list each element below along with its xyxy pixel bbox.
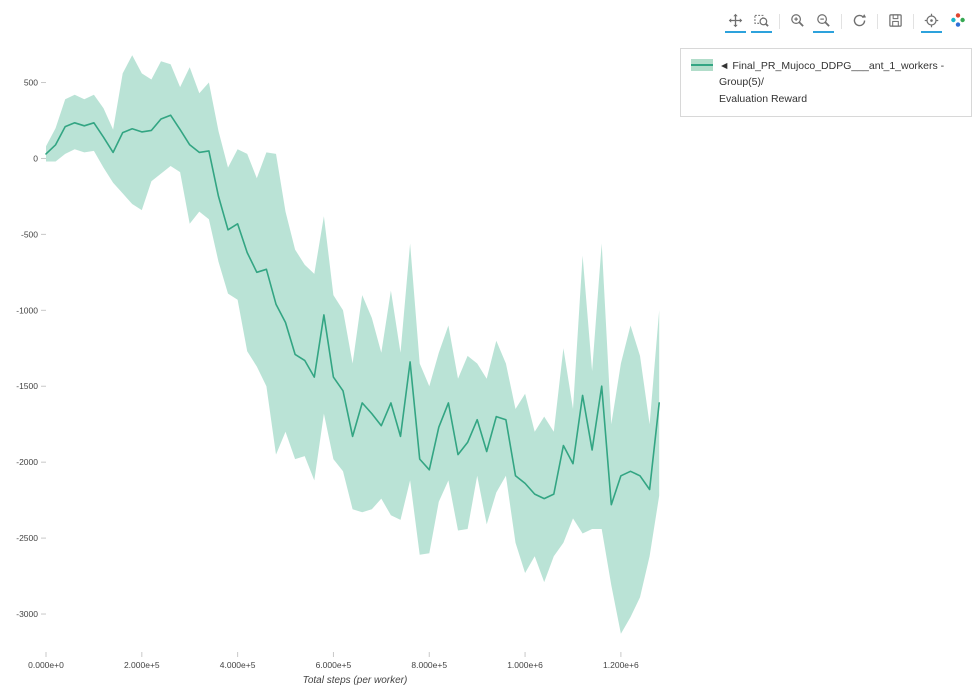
toolbar-separator: [877, 14, 878, 29]
toolbar-separator: [779, 14, 780, 29]
zoom-in-icon[interactable]: [787, 11, 808, 33]
plotly-logo-icon[interactable]: [947, 10, 969, 33]
toolbar-separator: [841, 14, 842, 29]
svg-text:1.000e+6: 1.000e+6: [507, 660, 543, 670]
legend-swatch-band-icon: [691, 59, 713, 71]
svg-text:-500: -500: [21, 229, 38, 239]
svg-text:-2500: -2500: [16, 533, 38, 543]
legend-item[interactable]: ◄ Final_PR_Mujoco_DDPG___ant_1_workers -…: [691, 58, 961, 107]
svg-text:8.000e+5: 8.000e+5: [411, 660, 447, 670]
svg-text:-1500: -1500: [16, 381, 38, 391]
legend: ◄ Final_PR_Mujoco_DDPG___ant_1_workers -…: [680, 48, 972, 117]
svg-text:-3000: -3000: [16, 609, 38, 619]
zoom-out-icon[interactable]: [813, 11, 834, 33]
svg-text:1.200e+6: 1.200e+6: [603, 660, 639, 670]
save-image-icon[interactable]: [885, 11, 906, 33]
svg-text:4.000e+5: 4.000e+5: [220, 660, 256, 670]
box-zoom-icon[interactable]: [751, 11, 772, 33]
svg-text:-1000: -1000: [16, 305, 38, 315]
svg-text:500: 500: [24, 78, 38, 88]
legend-toggle-icon: ◄: [719, 60, 730, 72]
legend-label-line2: Evaluation Reward: [719, 92, 808, 105]
svg-text:0.000e+0: 0.000e+0: [28, 660, 64, 670]
toolbar-separator: [913, 14, 914, 29]
legend-label-line1: Final_PR_Mujoco_DDPG___ant_1_workers - G…: [719, 60, 945, 89]
hover-closest-icon[interactable]: [921, 11, 942, 33]
modebar: [725, 10, 969, 33]
legend-label: ◄ Final_PR_Mujoco_DDPG___ant_1_workers -…: [719, 58, 961, 107]
svg-text:Total steps (per worker): Total steps (per worker): [303, 675, 408, 686]
svg-text:-2000: -2000: [16, 457, 38, 467]
svg-text:2.000e+5: 2.000e+5: [124, 660, 160, 670]
svg-text:6.000e+5: 6.000e+5: [316, 660, 352, 670]
svg-text:0: 0: [33, 153, 38, 163]
chart-canvas[interactable]: 500 0 -500 -1000 -1500 -2000 -2500 -3000 0.000e+…: [0, 0, 700, 695]
pan-icon[interactable]: [725, 11, 746, 33]
autoscale-icon[interactable]: [849, 11, 870, 33]
